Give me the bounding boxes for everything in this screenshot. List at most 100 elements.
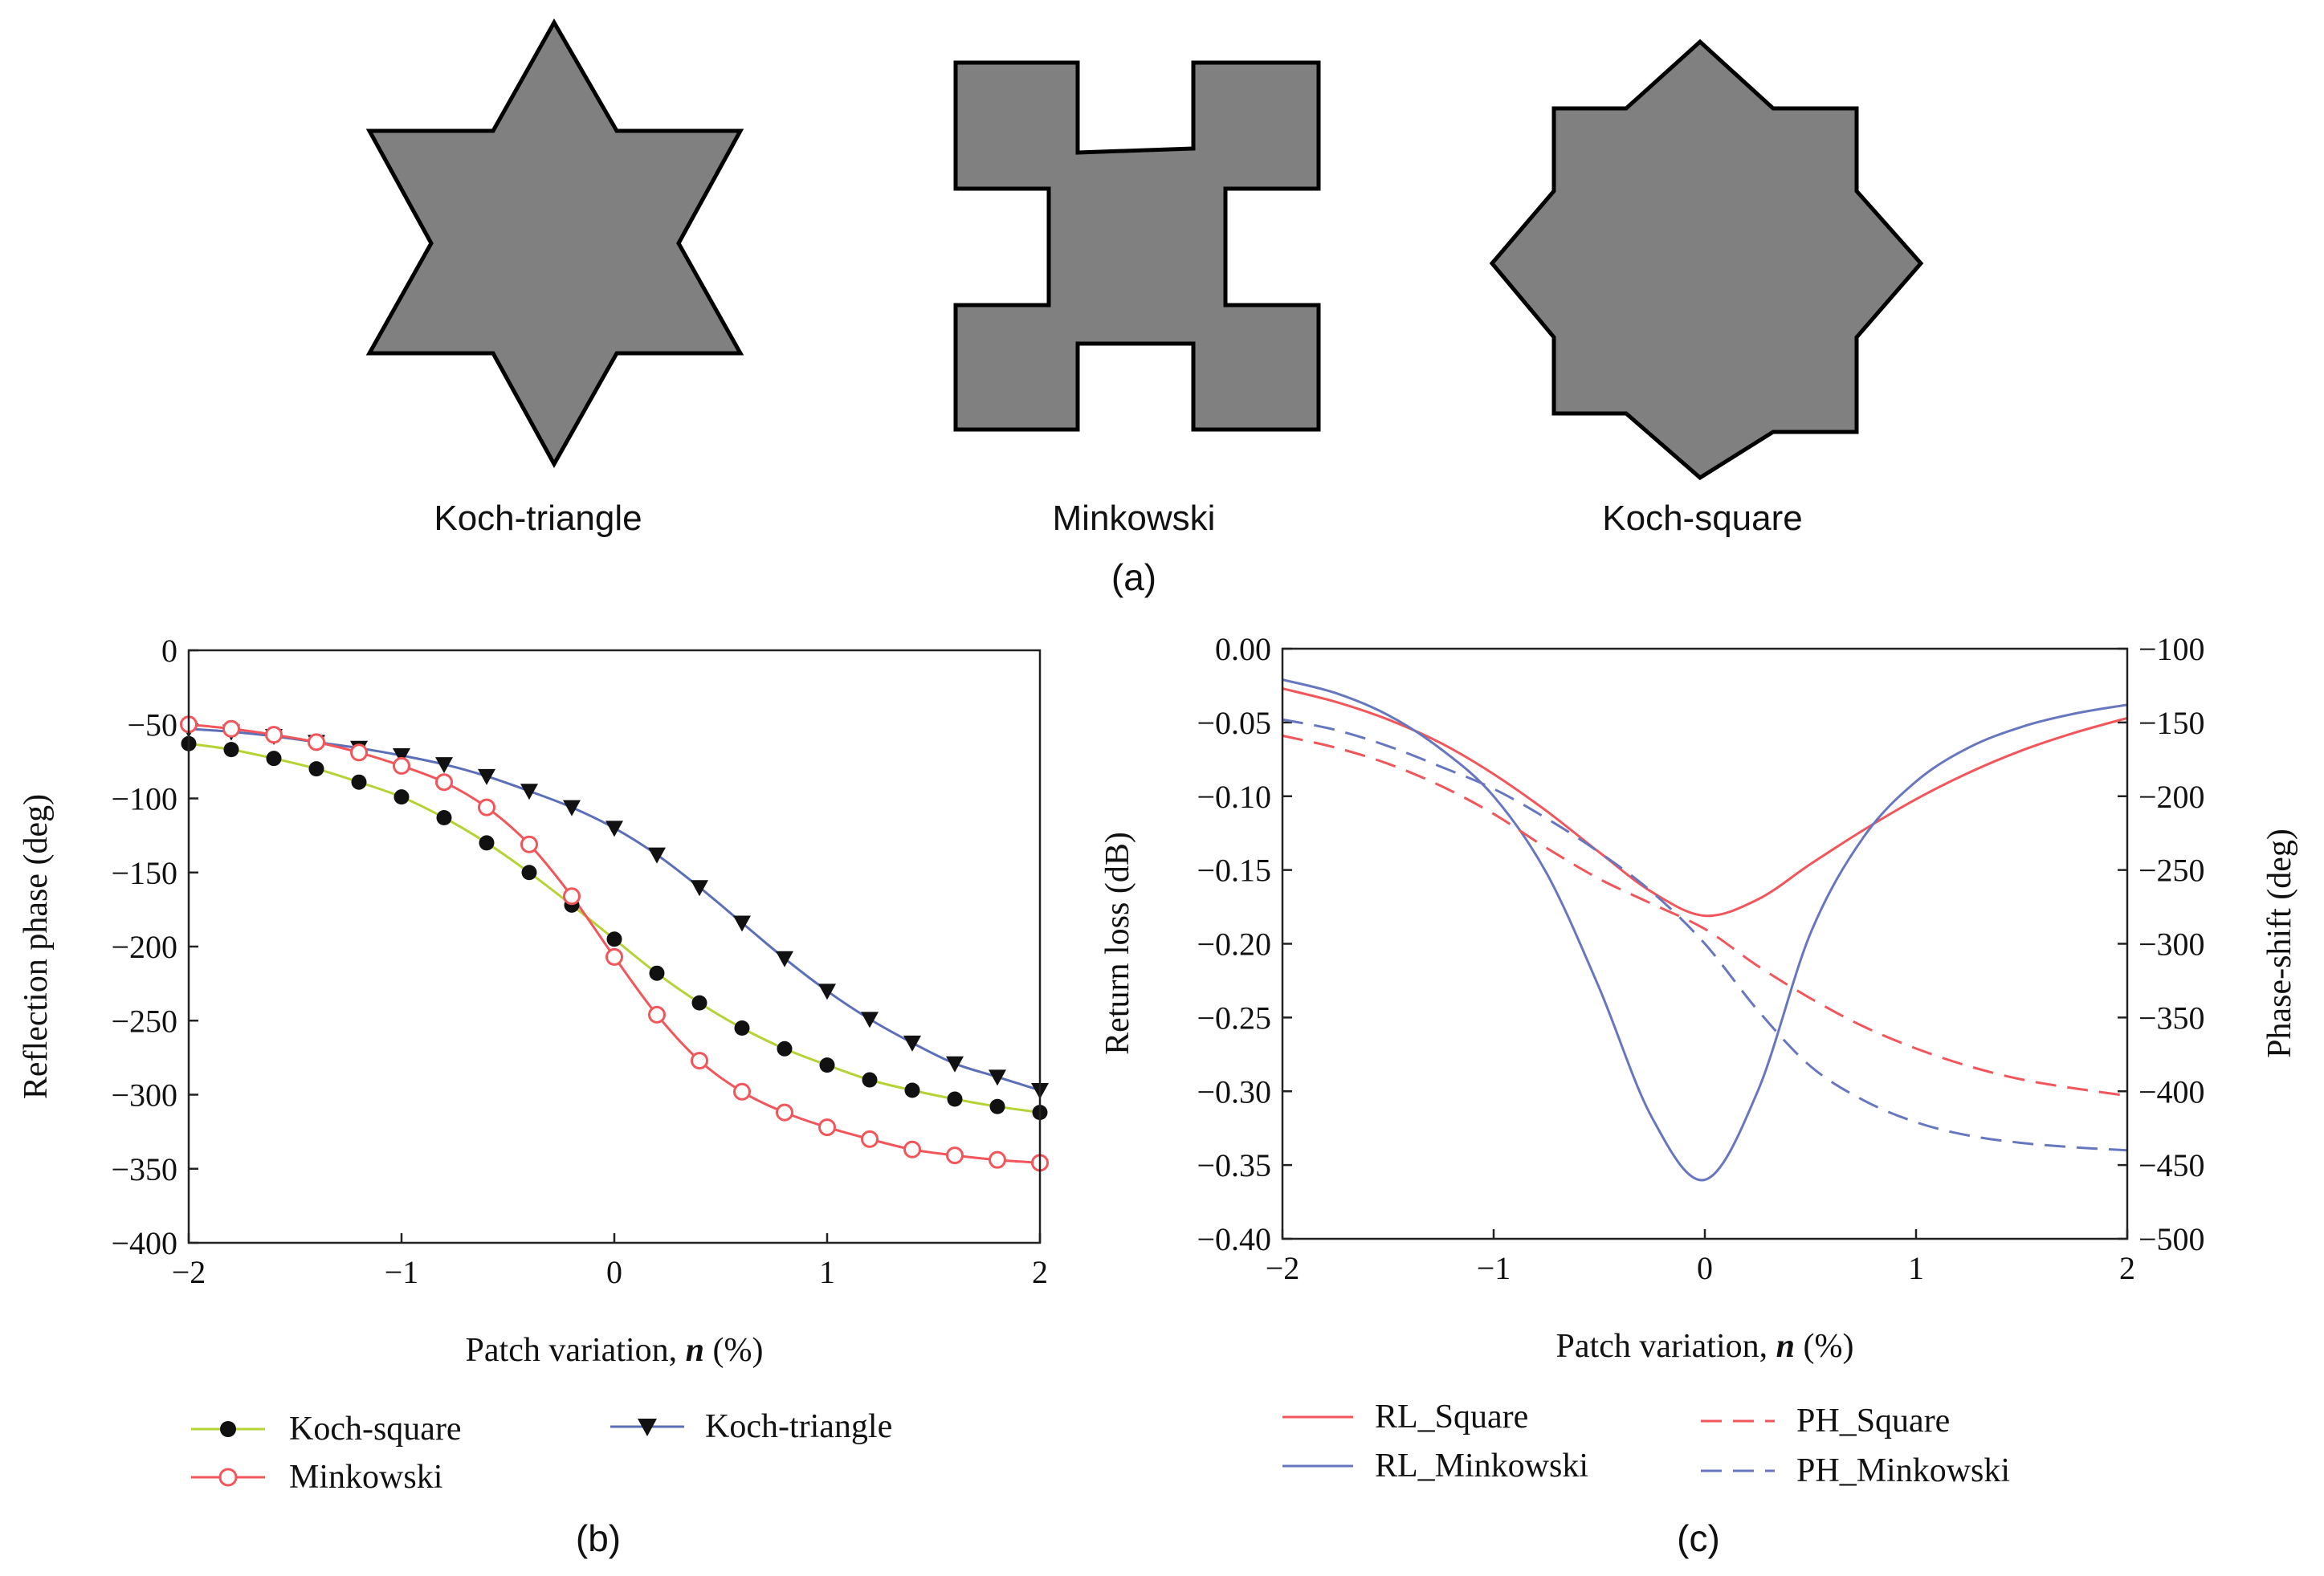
c-series-line-rl-square (1282, 687, 2128, 918)
c-y-tick-label: −0.05 (1197, 705, 1271, 741)
b-point-minkowski (605, 947, 623, 966)
panel-c-chart: −2 −1 0 1 2 0.00 −0.05 −0.10 −0.15 −0.20 −0.25 −0.… (1099, 631, 2298, 1559)
b-point-koch-triangle (563, 800, 581, 817)
panel-a-label: (a) (1111, 556, 1156, 598)
c-y-tick-label: −0.20 (1197, 926, 1271, 963)
koch-square-label: Koch-square (1602, 499, 1802, 538)
c-y-tick-labels: 0.00 −0.05 −0.10 −0.15 −0.20 −0.25 −0.30 −0.35 −… (1197, 631, 1271, 1257)
b-legend: Koch-square Minkowski Koch-triangle (191, 1408, 892, 1496)
b-point-minkowski (861, 1130, 879, 1148)
b-point-minkowski (946, 1146, 964, 1165)
c-x-tick-label: 0 (1697, 1250, 1713, 1286)
c-legend-ph-minkowski-text: PH_Minkowski (1796, 1452, 2010, 1489)
b-point-koch-triangle (818, 983, 836, 1000)
b-point-koch-square (436, 809, 452, 825)
c-legend-ph-square: PH_Square (1701, 1403, 1950, 1440)
b-y-axis-title: Reflection phase (deg) (18, 794, 55, 1099)
c-y-right-tick-label: −300 (2138, 926, 2205, 963)
b-point-koch-square (393, 789, 410, 805)
c-axis-ticks (1281, 647, 2129, 1240)
b-point-koch-triangle (648, 847, 666, 864)
c-legend-ph-minkowski: PH_Minkowski (1701, 1452, 2010, 1489)
b-x-tick-label: 2 (1032, 1254, 1048, 1290)
koch-square-shape (1489, 39, 1924, 481)
b-y-tick-labels: 0 −50 −100 −150 −200 −250 −300 −350 −400 (111, 633, 177, 1261)
b-point-koch-square (904, 1082, 920, 1098)
b-point-koch-square (947, 1091, 963, 1107)
b-point-koch-triangle (861, 1012, 879, 1028)
b-point-koch-triangle (776, 951, 793, 967)
b-point-koch-triangle (946, 1056, 964, 1073)
b-point-koch-square (819, 1057, 835, 1073)
panel-b-label: (b) (576, 1517, 621, 1559)
b-y-tick-label: −50 (127, 707, 177, 743)
b-x-tick-label: 0 (606, 1254, 622, 1290)
b-point-minkowski (648, 1005, 666, 1024)
b-point-minkowski (776, 1103, 793, 1122)
b-point-minkowski (691, 1052, 708, 1070)
panel-b-chart: −2 −1 0 1 2 0 −50 −100 −150 −200 −250 −300 −350 −400… (18, 633, 1049, 1559)
b-legend-koch-triangle-text: Koch-triangle (705, 1408, 892, 1445)
b-point-minkowski (393, 756, 410, 775)
b-point-minkowski (265, 726, 283, 744)
b-plot-frame (187, 649, 1042, 1244)
b-point-minkowski (818, 1118, 836, 1137)
b-point-koch-triangle (435, 757, 453, 774)
c-legend-rl-square-text: RL_Square (1375, 1399, 1528, 1436)
koch-triangle-label: Koch-triangle (434, 499, 642, 538)
b-point-koch-square (777, 1040, 793, 1057)
b-point-koch-triangle (478, 768, 495, 785)
c-y-tick-label: 0.00 (1215, 631, 1271, 667)
b-point-koch-square (479, 835, 495, 851)
b-point-koch-triangle (903, 1035, 921, 1052)
c-y-tick-label: −0.25 (1197, 1000, 1271, 1036)
b-point-koch-square (266, 751, 282, 767)
b-y-tick-label: −350 (111, 1151, 177, 1187)
c-legend-rl-square: RL_Square (1282, 1399, 1528, 1436)
c-x-tick-label: −1 (1477, 1250, 1511, 1286)
c-y-tick-label: −0.15 (1197, 853, 1271, 889)
b-legend-koch-square: Koch-square (191, 1411, 462, 1448)
c-legend-ph-square-text: PH_Square (1796, 1403, 1950, 1440)
c-y-right-tick-label: −150 (2138, 705, 2205, 741)
b-point-koch-square (734, 1020, 750, 1036)
c-x-tick-label: −2 (1266, 1250, 1300, 1286)
b-series-layer (180, 715, 1049, 1172)
c-y-tick-label: −0.30 (1197, 1073, 1271, 1110)
b-legend-koch-square-marker (220, 1421, 236, 1437)
c-y-axis-title: Return loss (dB) (1099, 832, 1136, 1055)
b-point-koch-square (649, 965, 665, 981)
b-point-minkowski (435, 773, 453, 792)
b-legend-koch-triangle-marker (638, 1419, 657, 1436)
b-point-koch-square (521, 865, 537, 881)
b-x-tick-labels: −2 −1 0 1 2 (172, 1254, 1048, 1290)
b-y-tick-label: −400 (111, 1225, 177, 1261)
b-point-minkowski (350, 743, 368, 762)
c-legend: RL_Square RL_Minkowski PH_Square PH_Mink… (1282, 1399, 2010, 1489)
b-point-koch-triangle (733, 915, 751, 932)
c-legend-rl-minkowski: RL_Minkowski (1282, 1448, 1588, 1484)
b-point-koch-square (691, 995, 707, 1011)
b-point-koch-triangle (989, 1069, 1006, 1086)
b-legend-minkowski: Minkowski (191, 1459, 442, 1496)
b-legend-minkowski-marker (218, 1468, 238, 1487)
panel-c-label: (c) (1677, 1517, 1720, 1559)
b-point-minkowski (222, 719, 240, 738)
c-series-line-rl-minkowski (1282, 678, 2128, 1182)
b-y-tick-label: −300 (111, 1077, 177, 1114)
b-point-koch-triangle (605, 821, 623, 837)
c-y-right-tick-label: −350 (2138, 1000, 2205, 1036)
minkowski-shape (953, 60, 1321, 432)
c-y-right-tick-label: −100 (2138, 631, 2205, 667)
c-y-tick-label: −0.40 (1197, 1221, 1271, 1257)
c-series-line-ph-square (1282, 734, 2128, 1097)
panel-a: Koch-triangle Minkowski Koch-square (a) (365, 18, 1924, 598)
b-point-minkowski (478, 798, 495, 817)
c-legend-rl-minkowski-text: RL_Minkowski (1375, 1448, 1588, 1484)
b-point-koch-square (989, 1098, 1005, 1114)
b-y-tick-label: 0 (161, 633, 177, 669)
c-x-tick-labels: −2 −1 0 1 2 (1266, 1250, 2135, 1286)
b-x-tick-label: 1 (819, 1254, 835, 1290)
b-point-koch-triangle (393, 747, 410, 764)
